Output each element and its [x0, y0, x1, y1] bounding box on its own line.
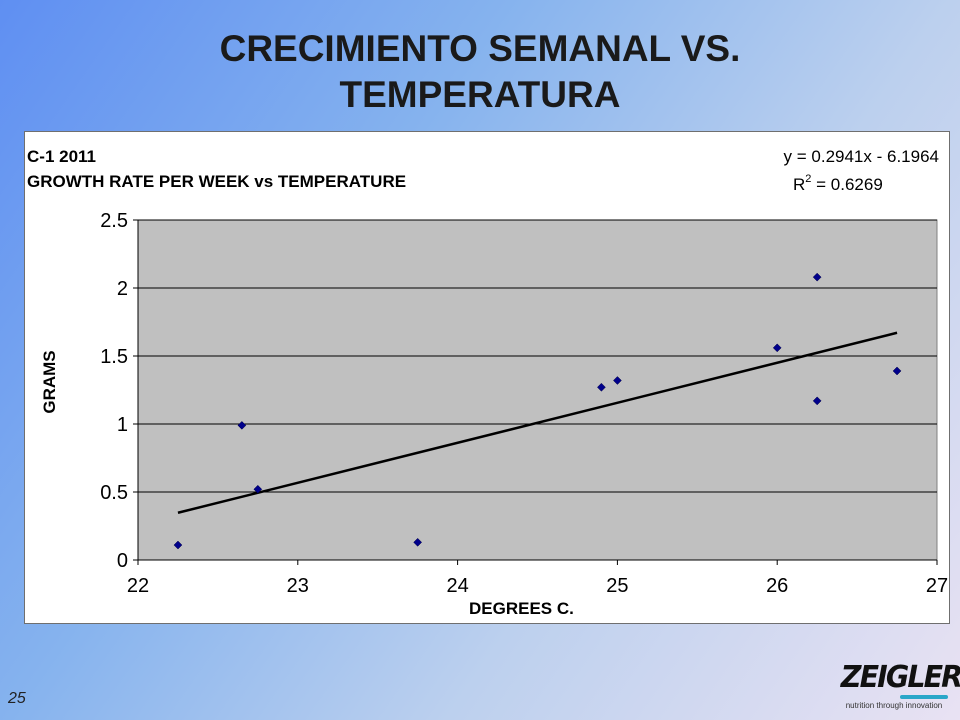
- scatter-chart: 0 0.5 1 1.5 2 2.5 22 23 24 25 26 27 C-1 2011 GROWT…: [27, 147, 948, 618]
- data-points: [173, 272, 902, 550]
- data-point: [237, 421, 247, 430]
- x-tick-labels: 22 23 24 25 26 27: [127, 575, 948, 597]
- data-point: [413, 537, 423, 547]
- r-squared-label: R2 = 0.6269: [793, 173, 883, 194]
- x-tick-label: 26: [766, 575, 788, 597]
- slide-title-line-2: TEMPERATURA: [339, 74, 621, 115]
- slide-title-line-1: CRECIMIENTO SEMANAL VS.: [219, 28, 741, 69]
- page-number: 25: [8, 690, 26, 707]
- zeigler-logo: ZEIGLER. nutrition through innovation: [838, 660, 960, 716]
- r-squared-value: = 0.6269: [811, 175, 882, 194]
- data-point: [253, 484, 263, 494]
- logo-wordmark: ZEIGLER.: [840, 660, 960, 695]
- y-tick-label: 1: [117, 414, 128, 436]
- x-tick-label: 22: [127, 575, 149, 597]
- data-point: [173, 540, 183, 550]
- data-point: [892, 366, 902, 376]
- r-squared-exponent: 2: [805, 173, 811, 185]
- y-tick-label: 2.5: [100, 210, 128, 232]
- x-axis-label: DEGREES C.: [469, 599, 574, 618]
- trendline: [177, 331, 898, 514]
- gridlines: [133, 219, 938, 565]
- plot-background: [137, 219, 938, 561]
- y-tick-label: 0.5: [100, 482, 128, 504]
- data-point: [812, 396, 822, 406]
- trendline-equation: y = 0.2941x - 6.1964: [784, 147, 939, 166]
- chart-title-line-1: C-1 2011: [27, 147, 96, 166]
- y-tick-label: 2: [117, 278, 128, 300]
- chart-title-line-2: GROWTH RATE PER WEEK vs TEMPERATURE: [27, 172, 406, 191]
- logo-tagline: nutrition through innovation: [845, 701, 943, 710]
- data-point: [597, 382, 606, 392]
- data-point: [812, 272, 822, 282]
- x-tick-label: 25: [606, 575, 628, 597]
- data-point: [772, 343, 782, 353]
- y-tick-labels: 0 0.5 1 1.5 2 2.5: [100, 210, 128, 572]
- y-axis-label: GRAMS: [40, 350, 59, 413]
- logo-swoosh-icon: [900, 695, 948, 699]
- y-tick-label: 1.5: [100, 346, 128, 368]
- x-tick-label: 27: [926, 575, 948, 597]
- x-tick-label: 24: [446, 575, 468, 597]
- data-point: [613, 376, 622, 385]
- chart-container: 0 0.5 1 1.5 2 2.5 22 23 24 25 26 27 C-1 2011 GROWT…: [24, 131, 950, 624]
- slide-title: CRECIMIENTO SEMANAL VS. TEMPERATURA: [0, 26, 960, 118]
- r-squared-prefix: R: [793, 175, 805, 194]
- trendline-group: [177, 331, 898, 514]
- plot-area: [137, 219, 938, 561]
- x-tick-label: 23: [287, 575, 309, 597]
- y-tick-label: 0: [117, 550, 128, 572]
